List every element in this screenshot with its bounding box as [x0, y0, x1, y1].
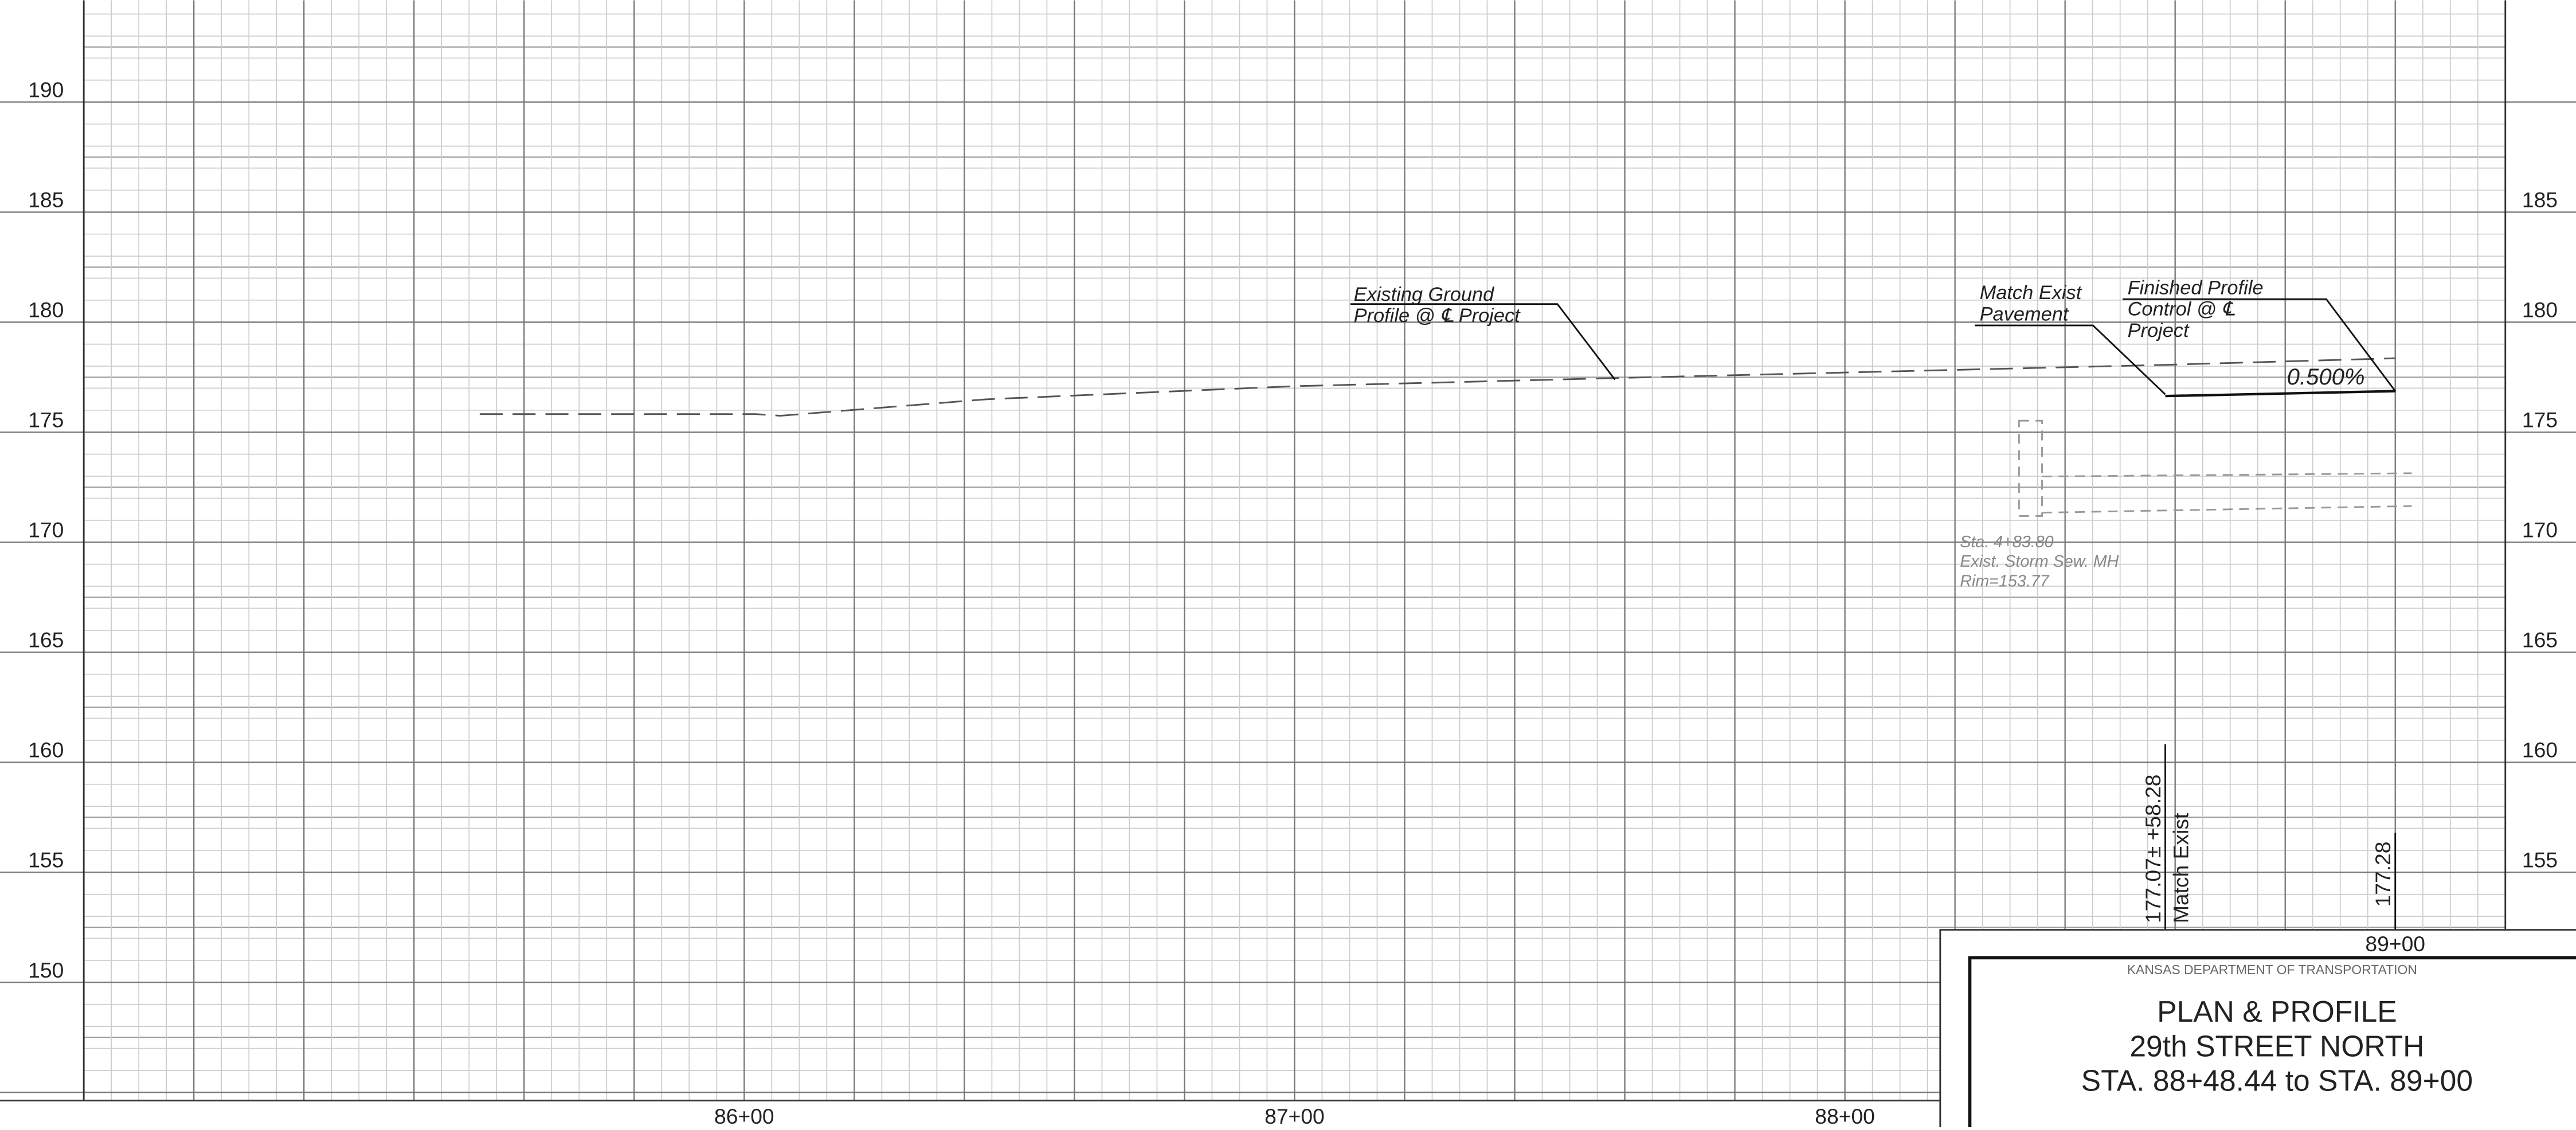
- elevation-label: 190: [28, 78, 64, 102]
- elevation-label: 185: [2522, 188, 2558, 212]
- annotation: Rim=153.77: [1960, 572, 2049, 591]
- title-block: KANSAS DEPARTMENT OF TRANSPORTATION PLAN…: [1939, 929, 2576, 1130]
- annotation: Finished Profile: [2128, 277, 2264, 299]
- elevation-label: 180: [2522, 298, 2558, 322]
- annotation: Sta. 4+83.80: [1960, 533, 2053, 551]
- elevation-label: 165: [2522, 628, 2558, 652]
- elevation-label: 185: [28, 188, 64, 212]
- station-label: Match Exist: [2169, 813, 2193, 923]
- leader: [2122, 298, 2396, 392]
- station-label: 177.28: [2371, 842, 2395, 907]
- elevation-label: 175: [28, 408, 64, 432]
- station-label: 177.07± +58.28: [2141, 774, 2165, 923]
- existing-ground-line: [479, 357, 2395, 417]
- elevation-label: 180: [28, 298, 64, 322]
- annotation: Project: [2128, 320, 2190, 342]
- leader: [1975, 324, 2166, 395]
- profile-lines: [479, 298, 2412, 930]
- elevation-label: 150: [28, 958, 64, 982]
- annotation: Pavement: [1980, 303, 2069, 325]
- annotation: Existing Ground: [1354, 284, 1495, 305]
- annotation: Exist. Storm Sew. MH: [1960, 552, 2119, 571]
- agency: KANSAS DEPARTMENT OF TRANSPORTATION: [2127, 962, 2417, 977]
- station-tick-label: 89+00: [2365, 932, 2425, 956]
- station-tick-label: 86+00: [714, 1104, 774, 1127]
- elevation-label: 155: [28, 848, 64, 872]
- title-line: PLAN & PROFILE: [2157, 995, 2397, 1028]
- title-line: STA. 88+48.44 to STA. 89+00: [2081, 1064, 2473, 1097]
- station-tick-label: 88+00: [1815, 1104, 1875, 1127]
- annotation: Control @ ℄: [2128, 299, 2236, 320]
- grade: 0.500%: [2287, 364, 2365, 390]
- annotation: Profile @ ℄ Project: [1354, 305, 1521, 327]
- grid: [0, 0, 2576, 1102]
- leader: [1350, 303, 1616, 380]
- elevation-label: 170: [28, 518, 64, 542]
- elevation-label: 175: [2522, 408, 2558, 432]
- manhole: [2018, 419, 2412, 517]
- station-tick-label: 87+00: [1264, 1104, 1325, 1127]
- elevation-label: 160: [28, 738, 64, 762]
- elevation-label: 170: [2522, 518, 2558, 542]
- elevation-label: 155: [2522, 848, 2558, 872]
- title-box: [1968, 956, 2576, 1130]
- finished-profile-line: [2165, 390, 2395, 398]
- title-line: 29th STREET NORTH: [2129, 1029, 2424, 1062]
- elevation-label: 165: [28, 628, 64, 652]
- annotation: Match Exist: [1980, 282, 2082, 304]
- elevation-label: 160: [2522, 738, 2558, 762]
